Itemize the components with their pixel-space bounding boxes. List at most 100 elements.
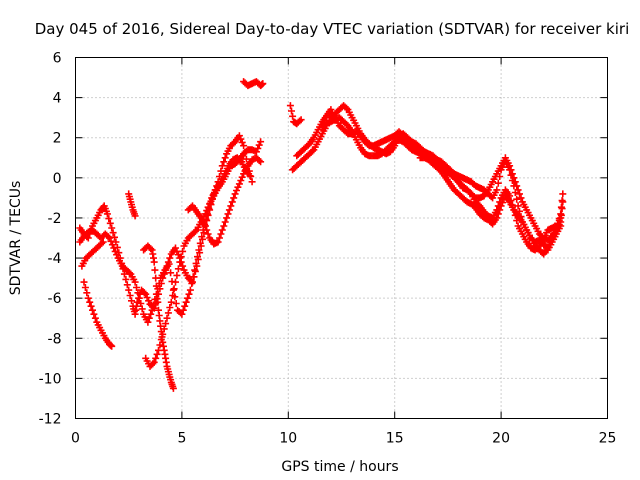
data-point-marker xyxy=(185,290,193,298)
data-point-marker xyxy=(111,247,119,255)
data-point-marker xyxy=(516,190,523,198)
data-point-marker xyxy=(156,341,164,349)
x-tick-label: 5 xyxy=(177,431,186,447)
data-point-marker xyxy=(110,244,118,252)
data-point-marker xyxy=(86,298,94,306)
data-point-marker xyxy=(108,342,116,350)
y-tick-label: 2 xyxy=(53,131,62,147)
data-point-marker xyxy=(133,284,140,291)
data-point-marker xyxy=(157,336,165,344)
x-tick-label: 20 xyxy=(492,431,510,447)
data-point-marker xyxy=(166,254,174,262)
data-point-marker xyxy=(188,280,196,287)
data-point-marker xyxy=(508,170,516,178)
data-point-marker xyxy=(513,182,521,190)
data-point-marker xyxy=(194,253,201,261)
data-point-marker xyxy=(174,265,182,273)
y-tick-label: -4 xyxy=(48,251,62,267)
data-point-marker xyxy=(257,158,265,166)
data-point-marker xyxy=(169,384,177,392)
data-point-marker xyxy=(254,144,262,152)
data-point-marker xyxy=(296,117,304,125)
data-series-7 xyxy=(142,138,265,370)
y-axis-label: SDTVAR / TECUs xyxy=(8,181,24,296)
data-points xyxy=(76,78,567,392)
data-series-4 xyxy=(80,278,116,350)
data-point-marker xyxy=(494,179,502,187)
data-point-marker xyxy=(494,210,502,218)
data-point-marker xyxy=(81,284,89,291)
data-point-marker xyxy=(122,275,130,283)
data-point-marker xyxy=(233,187,240,194)
data-point-marker xyxy=(221,154,229,162)
data-point-marker xyxy=(221,218,229,226)
data-point-marker xyxy=(228,198,236,206)
data-series-2 xyxy=(76,154,254,326)
x-tick-label: 25 xyxy=(599,431,617,447)
data-point-marker xyxy=(87,302,95,310)
data-point-marker xyxy=(107,237,115,245)
data-point-marker xyxy=(231,190,239,198)
data-point-marker xyxy=(184,294,192,302)
data-point-marker xyxy=(493,186,501,194)
y-tick-label: -2 xyxy=(48,211,62,227)
x-tick-label: 0 xyxy=(71,431,80,447)
data-point-marker xyxy=(173,271,181,279)
data-point-marker xyxy=(201,210,209,218)
y-tick-label: 4 xyxy=(53,91,62,107)
data-point-marker xyxy=(109,229,117,237)
data-point-marker xyxy=(160,325,168,333)
data-point-marker xyxy=(297,116,305,124)
data-point-marker xyxy=(506,162,514,170)
data-point-marker xyxy=(255,141,263,149)
data-point-marker xyxy=(147,310,155,318)
data-point-marker xyxy=(559,198,567,206)
data-point-marker xyxy=(559,190,567,198)
x-tick-label: 10 xyxy=(279,431,297,447)
data-point-marker xyxy=(150,358,158,366)
data-point-marker xyxy=(172,278,179,286)
x-tick-label: 15 xyxy=(386,431,404,447)
data-series-14 xyxy=(416,154,567,258)
data-point-marker xyxy=(220,222,228,230)
data-point-marker xyxy=(138,305,146,313)
data-point-marker xyxy=(145,314,153,322)
data-point-marker xyxy=(192,259,200,267)
data-point-marker xyxy=(125,269,133,277)
data-point-marker xyxy=(201,222,209,230)
plot-frame xyxy=(75,57,608,419)
data-point-marker xyxy=(499,199,506,207)
data-point-marker xyxy=(163,314,171,322)
data-point-marker xyxy=(179,247,187,255)
data-point-marker xyxy=(169,292,177,299)
data-point-marker xyxy=(558,205,566,213)
data-point-marker xyxy=(105,215,113,223)
data-point-marker xyxy=(91,314,99,322)
data-point-marker xyxy=(238,138,246,146)
data-point-marker xyxy=(131,212,139,220)
data-point-marker xyxy=(135,294,143,302)
data-point-marker xyxy=(166,304,174,311)
data-point-marker xyxy=(176,258,184,266)
y-tick-label: -12 xyxy=(39,412,62,428)
data-point-marker xyxy=(547,237,555,245)
data-point-marker xyxy=(216,234,223,242)
data-point-marker xyxy=(178,310,186,318)
data-point-marker xyxy=(106,219,114,227)
data-point-marker xyxy=(170,285,178,293)
data-point-marker xyxy=(144,318,152,326)
data-series-10 xyxy=(286,102,305,128)
data-point-marker xyxy=(125,286,133,294)
data-point-marker xyxy=(149,360,157,368)
data-point-marker xyxy=(108,224,116,232)
data-point-marker xyxy=(164,309,172,317)
data-point-marker xyxy=(235,132,243,140)
data-point-marker xyxy=(172,244,179,252)
data-point-marker xyxy=(126,292,134,299)
y-tick-label: -6 xyxy=(48,291,62,307)
data-point-marker xyxy=(510,174,518,182)
data-point-marker xyxy=(142,290,150,298)
data-point-marker xyxy=(186,286,194,294)
